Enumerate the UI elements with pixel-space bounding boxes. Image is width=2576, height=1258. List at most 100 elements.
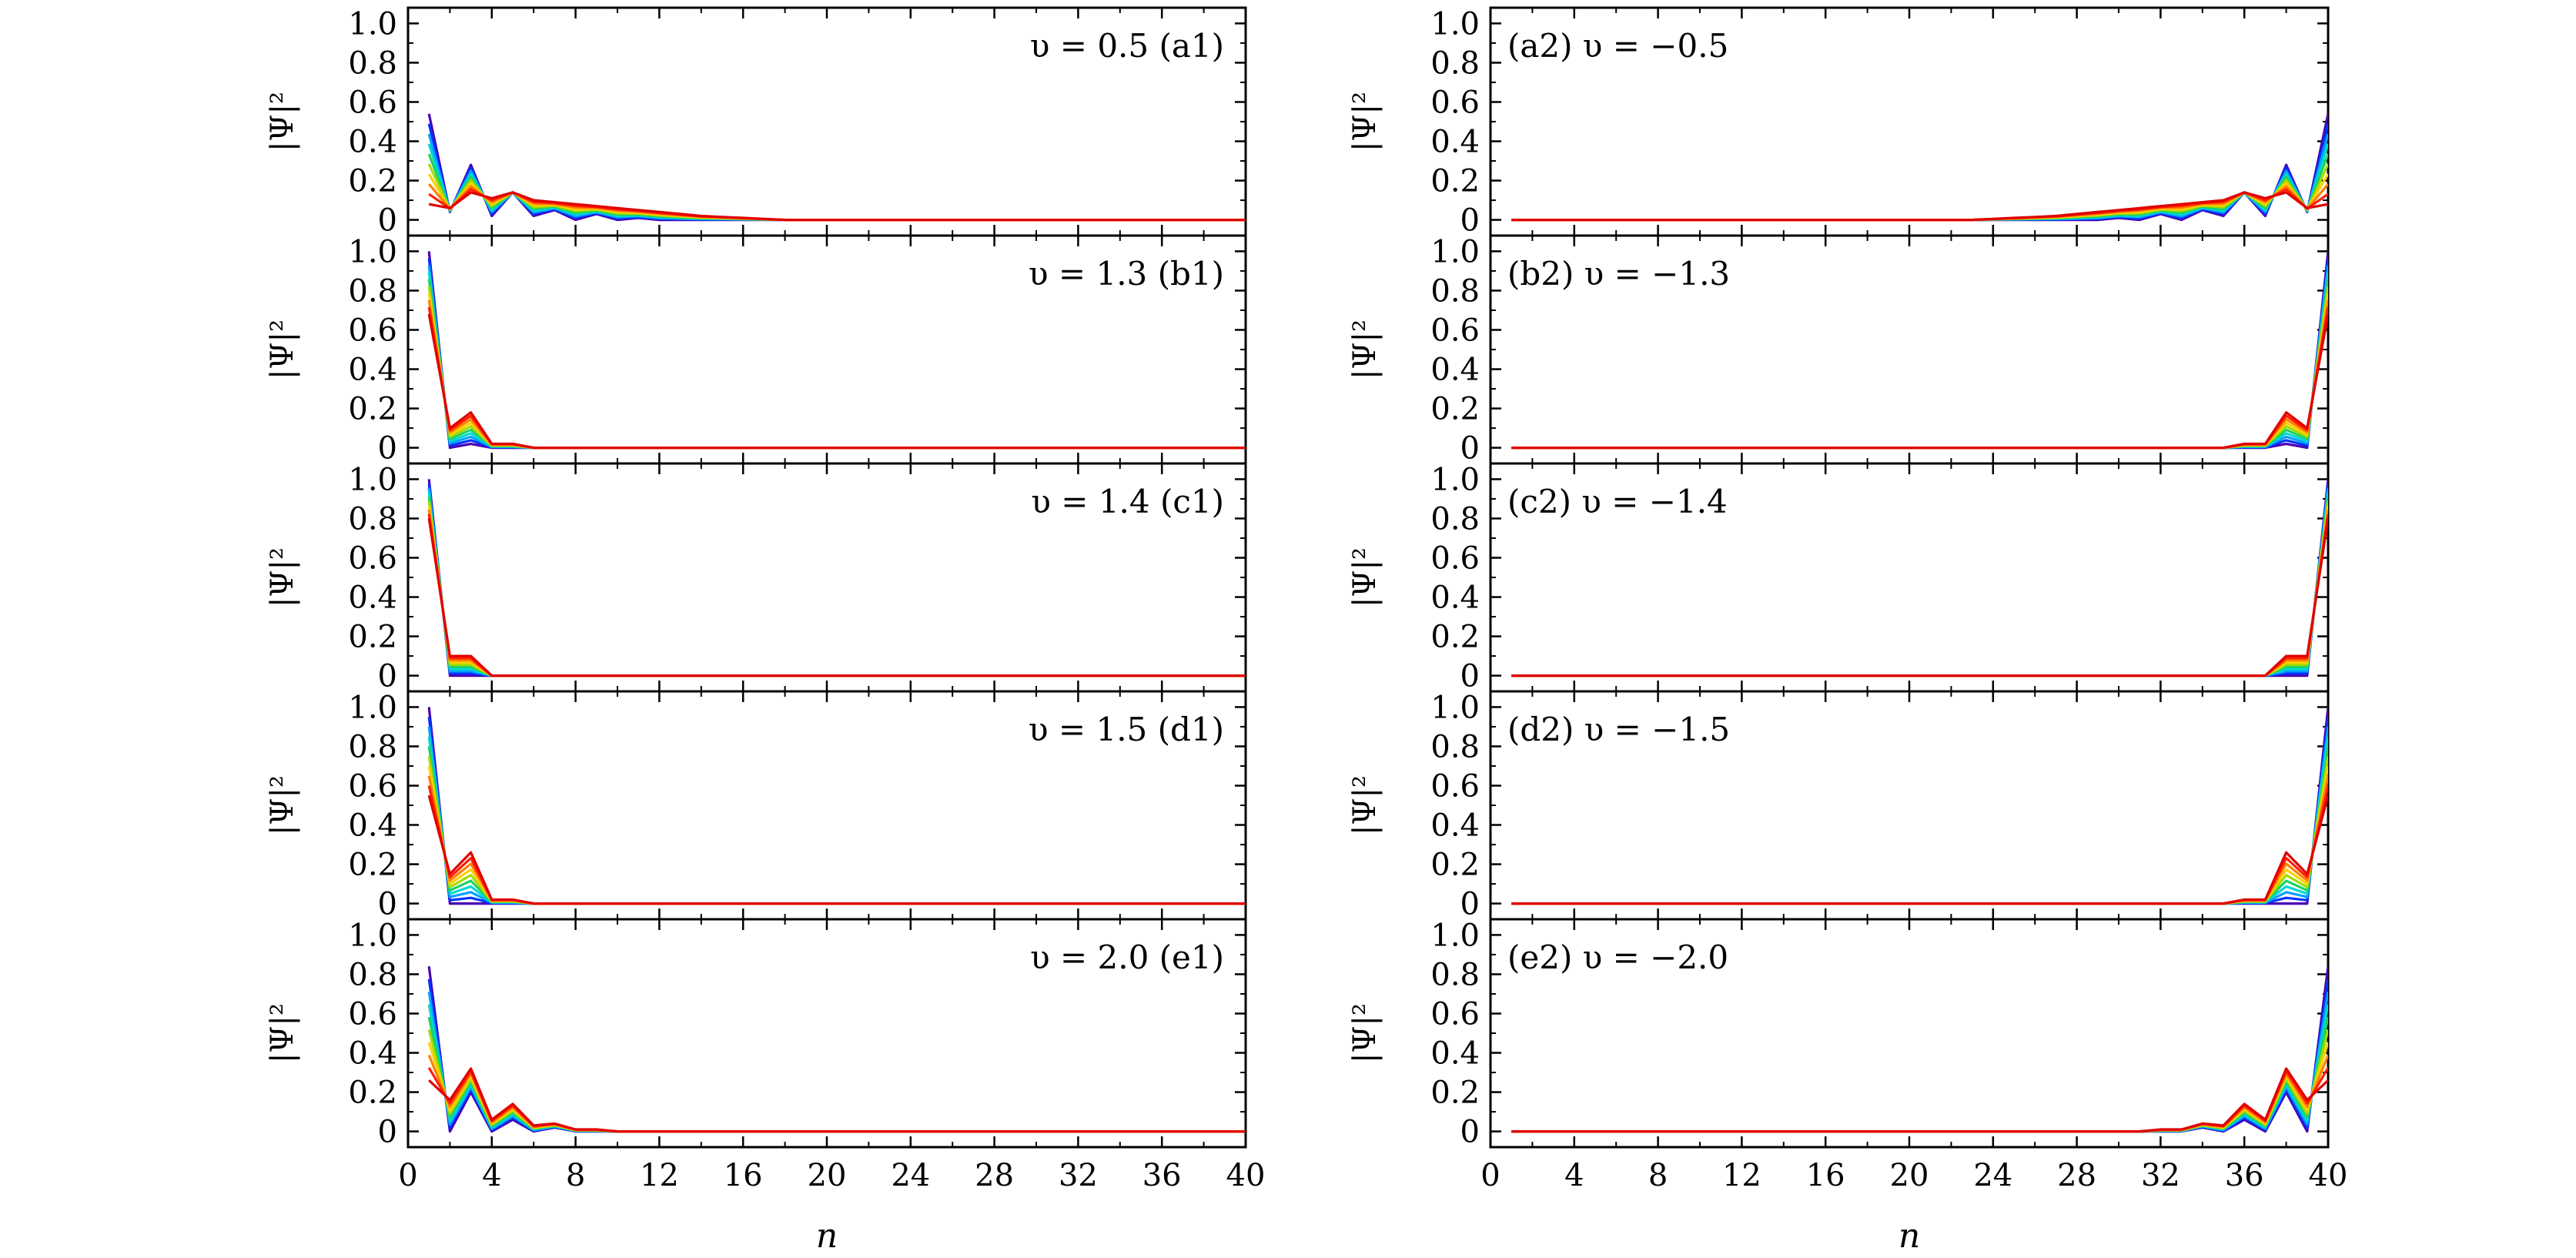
series-line — [1511, 726, 2328, 905]
panel-label: (a2) υ = −0.5 — [1507, 27, 1728, 65]
x-tick-label: 28 — [975, 1158, 1014, 1193]
series-line — [1511, 293, 2328, 450]
series-line — [1511, 1066, 2328, 1133]
y-tick-label: 0 — [378, 659, 397, 694]
y-tick-label: 0.8 — [1430, 729, 1480, 765]
series-group — [427, 479, 1246, 678]
y-tick-label: 0 — [378, 887, 397, 922]
y-tick-label: 1.0 — [348, 234, 397, 269]
series-line — [1511, 755, 2328, 905]
series-line — [427, 500, 1246, 678]
x-tick-label: 8 — [566, 1158, 585, 1193]
y-tick-label: 1.0 — [1430, 6, 1480, 42]
y-tick-label: 0.4 — [1430, 808, 1480, 844]
y-tick-label: 0.2 — [348, 392, 397, 427]
series-line — [427, 143, 1246, 222]
y-tick-label: 0.4 — [348, 353, 397, 388]
y-tick-label: 0.8 — [348, 273, 397, 309]
y-tick-label: 0.6 — [348, 768, 397, 804]
x-tick-label: 24 — [891, 1158, 930, 1193]
series-line — [1511, 775, 2328, 905]
panel-label: (e2) υ = −2.0 — [1507, 938, 1728, 976]
y-tick-label: 0.4 — [1430, 125, 1480, 160]
y-tick-label: 0.2 — [1430, 392, 1480, 427]
y-tick-label: 0.2 — [348, 1076, 397, 1111]
series-line — [1511, 265, 2328, 450]
series-line — [1511, 991, 2328, 1133]
series-line — [1511, 1067, 2328, 1133]
y-tick-label: 1.0 — [1430, 234, 1480, 269]
x-axis-label: n — [816, 1216, 838, 1256]
panel-label: υ = 1.5 (d1) — [1029, 711, 1224, 748]
panel-label: υ = 0.5 (a1) — [1030, 27, 1224, 65]
y-tick-label: 0.2 — [348, 848, 397, 883]
y-axis-label: |Ψ|² — [265, 547, 300, 607]
y-tick-label: 0 — [378, 1115, 397, 1150]
y-tick-label: 0.6 — [348, 996, 397, 1032]
y-tick-label: 0 — [1460, 203, 1480, 239]
y-tick-label: 0.6 — [348, 313, 397, 348]
panel-label: (c2) υ = −1.4 — [1507, 483, 1728, 520]
series-line — [427, 173, 1246, 222]
x-tick-label: 40 — [1226, 1158, 1266, 1193]
y-axis-label: |Ψ|² — [265, 92, 300, 152]
series-line — [1511, 979, 2328, 1133]
series-line — [1511, 191, 2328, 222]
series-line — [1511, 272, 2328, 450]
x-tick-label: 16 — [1806, 1158, 1845, 1193]
panel-c2: 0 0.2 0.4 0.60.8 1.0 |Ψ|² (c2) υ = −1.4 — [1347, 462, 2330, 694]
y-tick-label: 0 — [378, 431, 397, 467]
y-tick-label: 0.2 — [348, 164, 397, 199]
series-line — [427, 518, 1246, 678]
y-tick-label: 0.8 — [1430, 45, 1480, 81]
series-line — [1511, 736, 2328, 905]
x-tick-label: 36 — [1142, 1158, 1182, 1193]
panel-label: υ = 1.3 (b1) — [1029, 255, 1224, 293]
y-tick-label: 0.8 — [348, 729, 397, 765]
series-line — [1511, 785, 2328, 905]
series-line — [1511, 514, 2328, 678]
panel-d1: 0 0.2 0.4 0.60.8 1.0 |Ψ|² υ = 1.5 (d1) — [265, 690, 1247, 922]
y-tick-label: 0.6 — [1430, 85, 1480, 120]
y-tick-label: 1.0 — [1430, 918, 1480, 953]
x-tick-label: 20 — [808, 1158, 847, 1193]
x-tick-label: 16 — [724, 1158, 763, 1193]
y-tick-label: 0.4 — [348, 125, 397, 160]
series-line — [1511, 286, 2328, 450]
series-line — [1511, 746, 2328, 905]
y-tick-label: 0 — [1460, 659, 1480, 694]
series-line — [1511, 795, 2328, 905]
series-line — [427, 306, 1246, 450]
panel-c1: 0 0.2 0.4 0.60.8 1.0 |Ψ|² υ = 1.4 (c1) — [265, 462, 1247, 694]
series-group — [427, 965, 1246, 1133]
y-tick-label: 0.8 — [1430, 501, 1480, 537]
series-line — [1511, 500, 2328, 678]
panel-b2: 0 0.2 0.4 0.6 0.8 1.0 |Ψ|² (b2) υ = −1.3 — [1347, 234, 2330, 467]
y-tick-label: 0.8 — [1430, 273, 1480, 309]
y-axis-label: |Ψ|² — [1347, 1003, 1383, 1063]
y-tick-label: 0.6 — [1430, 996, 1480, 1032]
series-line — [427, 775, 1246, 905]
y-tick-label: 0.2 — [1430, 164, 1480, 199]
series-line — [1511, 279, 2328, 450]
series-line — [428, 1067, 1246, 1133]
series-line — [1511, 299, 2328, 450]
series-line — [1511, 143, 2328, 222]
series-line — [1511, 505, 2328, 678]
series-line — [427, 1016, 1246, 1133]
x-tick-label: 12 — [1722, 1158, 1761, 1193]
series-line — [427, 509, 1246, 678]
series-line — [1511, 509, 2328, 678]
series-group — [1511, 479, 2328, 678]
series-line — [427, 496, 1246, 678]
series-line — [1511, 1029, 2328, 1133]
y-tick-label: 0.4 — [348, 580, 397, 616]
y-tick-label: 0.6 — [348, 540, 397, 576]
series-line — [427, 1029, 1246, 1133]
series-line — [1511, 1016, 2328, 1133]
series-group — [1511, 965, 2328, 1133]
series-line — [1511, 518, 2328, 678]
series-line — [427, 746, 1246, 905]
y-tick-label: 0.8 — [348, 957, 397, 992]
